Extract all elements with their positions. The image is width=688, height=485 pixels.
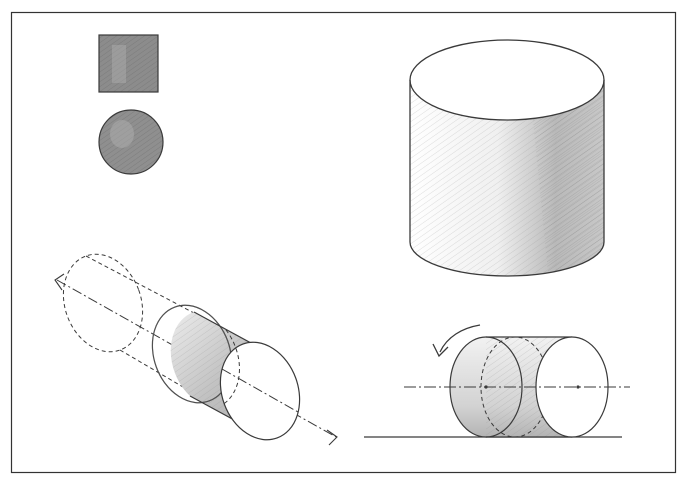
- shaded-circle: [98, 109, 164, 175]
- solid-back-dashed: [152, 305, 232, 403]
- axis-arrow-start: [54, 273, 65, 291]
- extruded-cylinder: [54, 253, 338, 446]
- upright-cylinder: [409, 39, 605, 277]
- rotation-arrow-head: [432, 343, 449, 358]
- shaded-square: [98, 34, 159, 93]
- ghost-end-ellipse: [62, 253, 144, 353]
- ghost-top-edge: [85, 255, 195, 314]
- axis-arrow-end: [326, 429, 338, 446]
- rotation-arrow: [439, 324, 481, 353]
- rolling-cylinder: [364, 324, 630, 438]
